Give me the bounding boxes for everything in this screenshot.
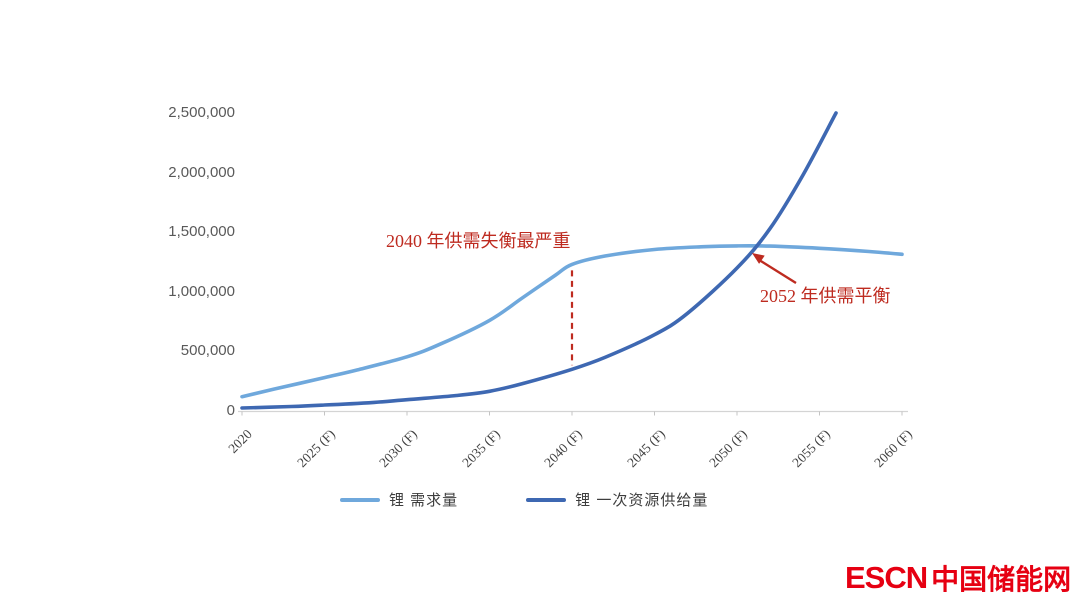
- legend-label-supply: 锂 一次资源供给量: [575, 492, 709, 509]
- y-tick-label: 2,000,000: [168, 163, 235, 181]
- legend-item-demand: 锂 需求量: [340, 489, 458, 510]
- legend-label-demand: 锂 需求量: [389, 492, 459, 509]
- y-tick-label: 1,500,000: [168, 223, 235, 241]
- annotation-2052-balance: 2052 年供需平衡: [760, 286, 891, 306]
- y-tick-label: 0: [226, 402, 235, 419]
- legend: 锂 需求量 锂 一次资源供给量: [340, 489, 708, 510]
- supply-line-swatch: [526, 497, 567, 502]
- y-tick-label: 1,000,000: [168, 282, 235, 300]
- demand-curve: [240, 244, 904, 399]
- legend-item-supply: 锂 一次资源供给量: [526, 489, 708, 510]
- y-tick-label: 2,500,000: [168, 104, 235, 121]
- escn-logo-latin: ESCN: [845, 560, 928, 595]
- y-tick-label: 500,000: [180, 342, 235, 360]
- supply-curve: [240, 111, 838, 410]
- annotation-2040-imbalance: 2040 年供需失衡最严重: [386, 231, 571, 251]
- demand-line-swatch: [340, 497, 380, 502]
- escn-logo-chinese: 中国储能网: [931, 564, 1072, 595]
- escn-logo: ESCN 中国储能网: [845, 558, 1071, 598]
